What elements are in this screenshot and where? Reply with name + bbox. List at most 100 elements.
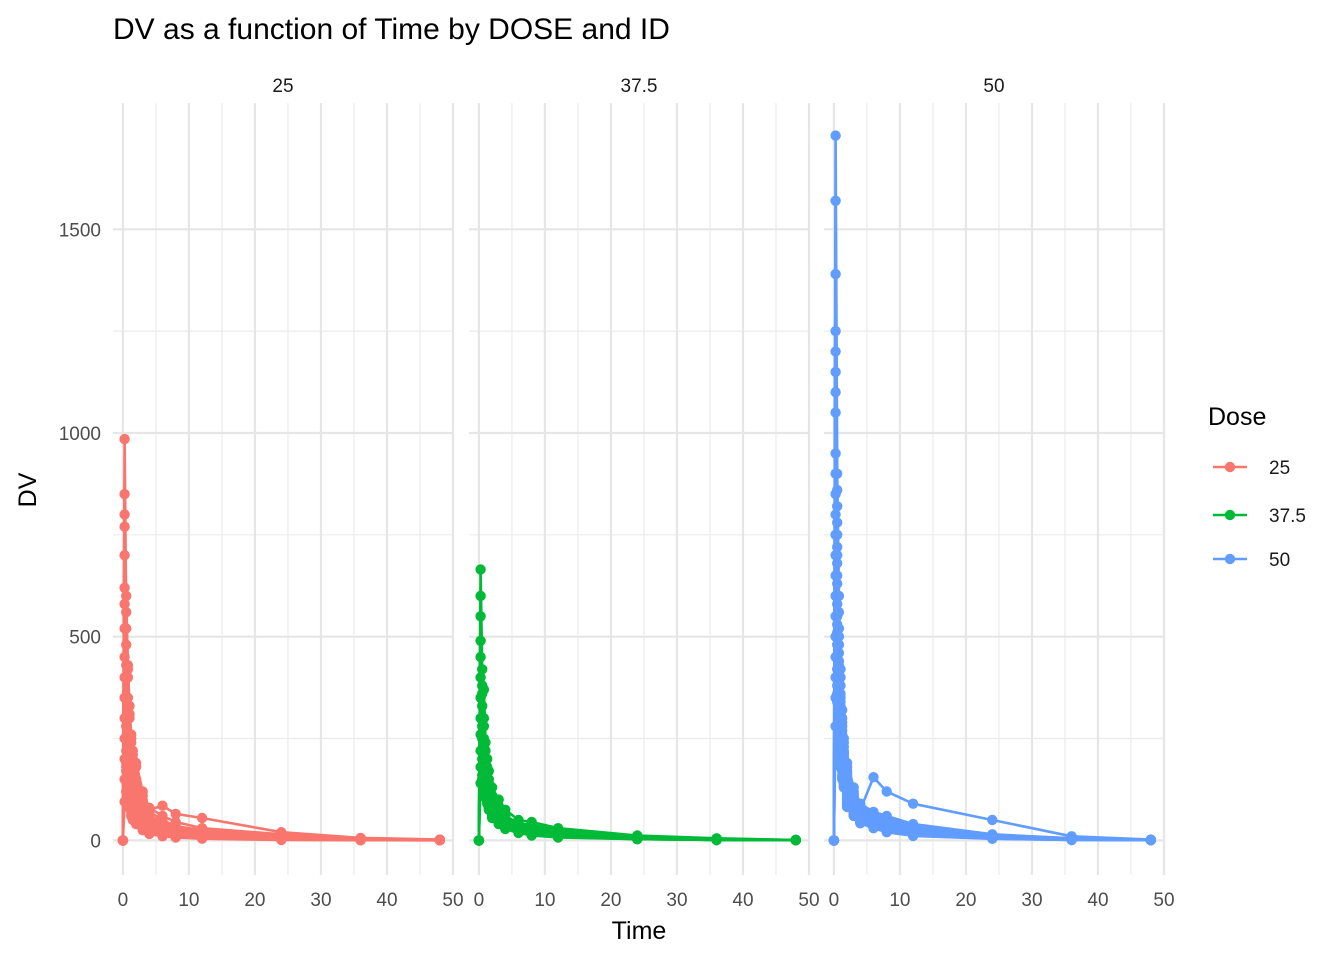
data-point — [830, 366, 841, 378]
data-point — [157, 800, 168, 811]
x-tick-label: 20 — [600, 890, 621, 911]
data-point — [119, 488, 130, 500]
series-line-dose-50-subject-9 — [832, 452, 1151, 842]
data-point — [196, 830, 208, 841]
facet-panel-25: 25 0 10 20 30 40 50 — [113, 76, 464, 911]
data-point — [122, 741, 134, 752]
data-point — [907, 798, 919, 809]
data-point — [119, 433, 130, 445]
data-point — [835, 761, 846, 773]
data-point — [124, 765, 135, 777]
data-point — [987, 833, 998, 844]
data-point — [832, 696, 843, 708]
series-line-dose-37.5-subject-1 — [477, 568, 796, 842]
legend-label: 37.5 — [1269, 506, 1306, 527]
x-tick-label: 20 — [955, 890, 976, 911]
series-line-dose-50-subject-2 — [832, 199, 1151, 842]
x-tick-label: 50 — [1153, 890, 1174, 911]
legend: Dose 25 37.5 50 — [1208, 403, 1306, 571]
data-point — [157, 825, 168, 836]
data-point — [830, 468, 841, 479]
legend-item-25: 25 — [1213, 458, 1290, 479]
data-point — [830, 346, 841, 357]
data-point — [119, 509, 130, 520]
y-tick-label: 1000 — [59, 424, 101, 445]
data-point — [1066, 834, 1077, 846]
data-point — [711, 834, 722, 846]
data-point — [144, 828, 155, 840]
data-point — [119, 582, 130, 593]
series-line-dose-37.5-subject-7 — [477, 696, 796, 842]
data-point — [355, 834, 366, 846]
data-point — [1145, 835, 1157, 846]
data-point — [855, 818, 866, 829]
data-point — [475, 745, 486, 756]
legend-marker — [1224, 461, 1236, 473]
legend-item-50: 50 — [1213, 550, 1290, 571]
legend-title: Dose — [1208, 403, 1266, 431]
data-point — [830, 672, 841, 683]
y-tick-label: 500 — [69, 628, 101, 649]
data-point — [848, 810, 859, 822]
data-point — [830, 509, 841, 520]
x-tick-label: 50 — [798, 890, 819, 911]
data-point — [475, 564, 486, 575]
data-point — [486, 812, 498, 824]
legend-marker — [1224, 553, 1236, 565]
data-point — [841, 801, 853, 813]
data-point — [632, 833, 643, 845]
data-point — [830, 325, 841, 337]
data-point — [830, 550, 841, 561]
series-line-dose-50-subject-4 — [832, 329, 1151, 842]
x-tick-label: 10 — [534, 890, 555, 911]
series-line-dose-50-subject-5 — [832, 350, 1151, 841]
series-line-dose-37.5-subject-2 — [477, 594, 796, 842]
data-point — [130, 798, 142, 809]
x-tick-label: 0 — [829, 890, 840, 911]
data-point — [830, 195, 841, 206]
data-point — [881, 786, 892, 797]
data-point — [552, 832, 564, 843]
data-point — [513, 827, 524, 839]
x-tick-label: 0 — [474, 890, 485, 911]
data-point — [830, 488, 841, 500]
data-point — [119, 550, 130, 561]
x-tick-label: 30 — [666, 890, 687, 911]
data-point — [144, 820, 155, 832]
data-point — [119, 796, 130, 807]
series-line-dose-50-subject-1 — [832, 134, 1151, 842]
series-line-dose-25-subject-9 — [121, 655, 440, 842]
data-point — [828, 835, 840, 846]
data-point — [478, 782, 490, 793]
data-point — [987, 814, 998, 826]
series-line-dose-37.5-subject-4 — [477, 639, 796, 842]
series-line-dose-50-subject-8 — [832, 411, 1151, 842]
data-point — [475, 692, 486, 703]
x-tick-label: 0 — [118, 890, 129, 911]
series-line-dose-25-subject-3 — [121, 513, 440, 842]
data-point — [170, 808, 181, 820]
data-point — [119, 692, 130, 703]
data-point — [830, 448, 841, 459]
x-tick-label: 30 — [310, 890, 331, 911]
data-point — [475, 761, 486, 773]
series-line-dose-50-subject-16 — [832, 594, 1151, 842]
series-line-dose-50-subject-6 — [832, 370, 1151, 842]
x-axis-title: Time — [612, 917, 667, 945]
y-axis-title: DV — [14, 472, 42, 507]
data-point — [790, 835, 801, 846]
data-point — [837, 774, 848, 785]
series-line-dose-25-subject-10 — [121, 676, 440, 842]
series-line-dose-25-subject-8 — [121, 627, 440, 842]
data-point — [475, 590, 486, 602]
series-line-dose-50-subject-22 — [832, 700, 1151, 842]
series-line-dose-50-subject-15 — [832, 574, 1151, 842]
x-tick-label: 40 — [1087, 890, 1108, 911]
data-point — [119, 521, 130, 532]
data-point — [830, 268, 841, 280]
facet-label: 37.5 — [621, 76, 658, 97]
series-line-dose-37.5-subject-6 — [477, 676, 796, 842]
data-point — [868, 823, 879, 834]
series-line-dose-50-subject-14 — [832, 553, 1151, 842]
